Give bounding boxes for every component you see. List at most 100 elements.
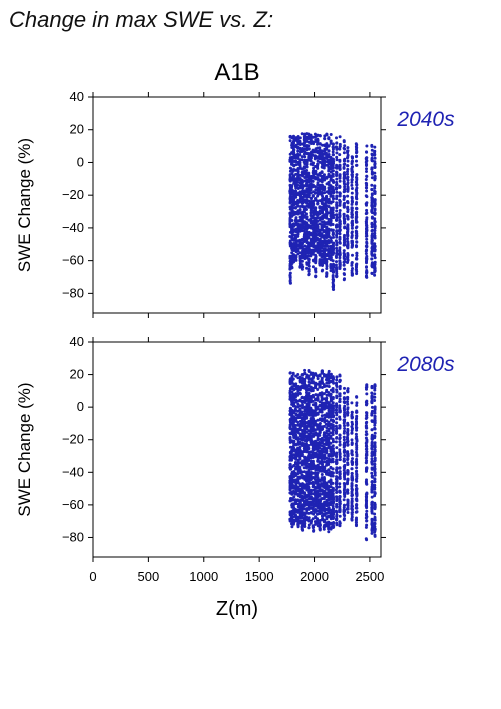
data-point: [364, 252, 368, 256]
data-point: [365, 240, 369, 244]
data-point: [307, 402, 311, 406]
data-point: [325, 235, 328, 239]
data-point: [338, 476, 342, 480]
data-point: [290, 219, 294, 222]
data-point: [370, 188, 374, 192]
data-point: [346, 463, 350, 466]
data-point: [300, 158, 304, 162]
data-point: [343, 404, 347, 408]
data-point: [373, 231, 377, 235]
data-point: [313, 385, 317, 389]
data-point: [316, 521, 320, 525]
data-point: [320, 391, 324, 395]
data-point: [335, 490, 339, 494]
data-point: [294, 387, 298, 391]
data-point: [294, 202, 298, 206]
data-point: [294, 195, 298, 199]
data-point: [355, 510, 359, 514]
data-point: [329, 156, 333, 160]
data-point: [373, 176, 377, 180]
data-point: [318, 483, 322, 487]
y-tick-label: −20: [62, 432, 84, 447]
data-point: [322, 223, 326, 227]
data-point: [331, 486, 335, 490]
data-point: [346, 237, 349, 241]
data-point: [309, 511, 313, 514]
data-point: [343, 243, 347, 247]
data-point: [301, 174, 304, 178]
scenario-label: A1B: [214, 59, 259, 86]
data-point: [325, 450, 328, 454]
data-point: [365, 237, 369, 241]
data-point: [370, 264, 374, 268]
data-point: [370, 158, 374, 162]
data-point: [318, 134, 322, 137]
data-point: [331, 242, 335, 246]
data-point: [298, 490, 302, 494]
data-point: [331, 211, 335, 214]
data-point: [296, 204, 300, 208]
data-point: [327, 163, 331, 166]
data-point: [342, 198, 346, 201]
data-point: [296, 393, 300, 397]
data-point: [342, 506, 346, 509]
data-point: [324, 493, 328, 497]
data-point: [311, 415, 315, 419]
data-point: [309, 202, 313, 206]
data-point: [343, 220, 347, 224]
data-point: [338, 145, 342, 149]
data-point: [312, 199, 315, 203]
data-point: [331, 232, 335, 235]
data-point: [316, 463, 320, 467]
data-point: [296, 178, 300, 182]
data-point: [338, 485, 342, 489]
data-point: [331, 142, 335, 146]
data-point: [325, 402, 328, 405]
data-point: [320, 161, 324, 165]
data-point: [311, 194, 315, 198]
data-point: [305, 515, 308, 519]
data-point: [343, 472, 347, 476]
data-point: [365, 195, 369, 199]
data-point: [320, 171, 324, 174]
data-point: [325, 267, 329, 270]
data-point: [350, 431, 354, 435]
data-point: [370, 201, 374, 205]
data-point: [365, 167, 368, 171]
data-point: [298, 414, 302, 418]
data-point: [305, 509, 309, 513]
data-point: [370, 249, 374, 252]
data-point: [305, 222, 309, 226]
data-point: [370, 208, 374, 212]
data-point: [338, 198, 342, 202]
data-point: [320, 386, 324, 389]
data-point: [309, 191, 313, 195]
data-point: [323, 418, 326, 422]
data-point: [338, 228, 342, 232]
data-point: [346, 146, 350, 150]
data-point: [311, 389, 315, 393]
data-point: [335, 274, 339, 278]
data-point: [365, 216, 369, 220]
data-point: [320, 410, 324, 414]
data-point: [365, 270, 368, 274]
data-point: [365, 201, 369, 205]
data-point: [325, 426, 329, 430]
data-point: [298, 226, 302, 230]
data-point: [311, 140, 315, 144]
data-point: [294, 172, 298, 176]
data-point: [307, 137, 311, 141]
data-point: [298, 246, 302, 250]
data-point: [292, 254, 296, 258]
data-point: [321, 371, 324, 374]
data-point: [303, 155, 307, 159]
data-point: [298, 440, 302, 444]
data-point: [316, 134, 320, 138]
data-point: [301, 384, 304, 388]
data-point: [343, 391, 346, 395]
data-point: [298, 199, 302, 203]
data-point: [298, 164, 302, 168]
x-tick-label: 1500: [245, 569, 274, 584]
data-point: [342, 163, 346, 166]
data-point: [327, 424, 331, 428]
